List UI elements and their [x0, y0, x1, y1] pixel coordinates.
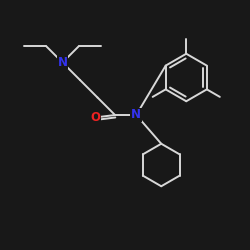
Text: N: N: [58, 56, 68, 69]
Text: O: O: [90, 111, 100, 124]
Text: N: N: [131, 108, 141, 122]
